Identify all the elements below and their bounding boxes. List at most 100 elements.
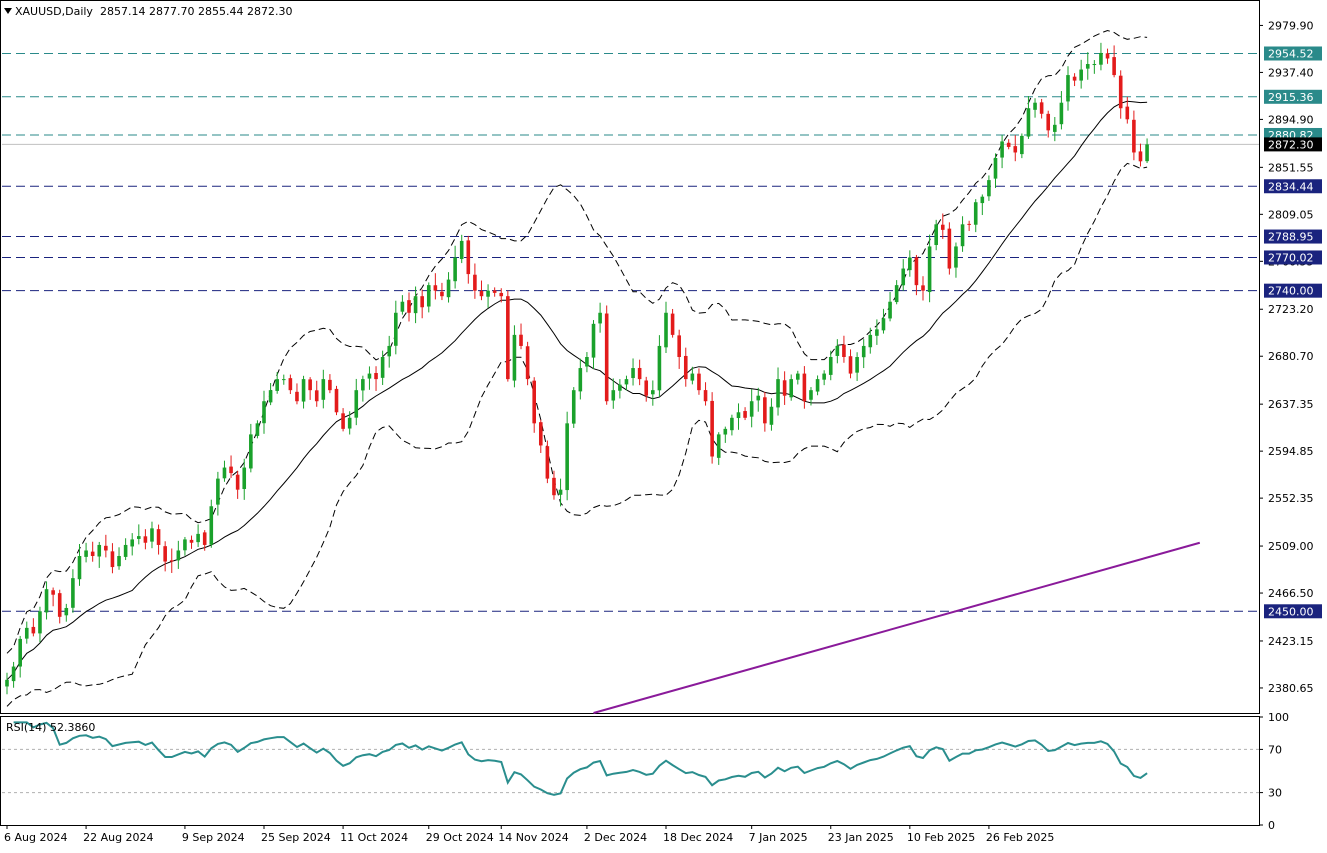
candle [947, 222, 952, 275]
candle-body [163, 546, 167, 562]
candle-body [670, 313, 675, 335]
candle-body [44, 589, 49, 613]
bollinger-lower-line [6, 162, 1148, 707]
candle [314, 380, 319, 407]
candle-body [598, 312, 602, 324]
candle [993, 153, 998, 189]
candle [163, 541, 167, 572]
candle-body [453, 257, 457, 282]
candle [44, 581, 49, 620]
candle [538, 419, 543, 454]
candle-body [1026, 108, 1031, 137]
candle [321, 369, 326, 409]
candle-body [921, 285, 925, 291]
rsi-axis-label: 0 [1268, 819, 1275, 832]
rsi-label: RSI(14) 52.3860 [6, 721, 96, 734]
candle-body [367, 373, 372, 379]
candle-body [624, 379, 629, 385]
candle [796, 370, 800, 385]
candle [137, 524, 141, 545]
candle-body [420, 296, 424, 308]
candle [1105, 48, 1110, 64]
symbol-label: XAUUSD,Daily [15, 5, 93, 18]
candle [571, 387, 576, 428]
candle-body [295, 391, 299, 402]
candle [875, 319, 879, 345]
candle [1033, 98, 1037, 118]
candle-body [558, 489, 563, 495]
candle [486, 284, 490, 308]
candle-body [314, 390, 319, 402]
candle-body [394, 312, 398, 346]
candle-body [618, 384, 622, 391]
candle-body [189, 539, 194, 543]
candle [697, 368, 701, 395]
candle [189, 535, 194, 549]
candle-body [973, 202, 978, 225]
candle-body [571, 390, 576, 424]
candle [1072, 73, 1077, 87]
candle-body [644, 380, 649, 396]
candle-body [809, 390, 813, 400]
candle [664, 301, 668, 353]
candle-body [110, 551, 115, 568]
candle [400, 295, 405, 315]
candle [38, 606, 42, 643]
candle-body [1000, 141, 1004, 158]
candle-body [268, 390, 273, 403]
candle [1118, 70, 1123, 119]
candle [1092, 60, 1097, 74]
candle [954, 242, 958, 278]
candle-body [354, 390, 359, 418]
candle-body [466, 240, 471, 275]
candle-body [723, 428, 728, 435]
candle [11, 661, 16, 688]
candle-body [1066, 75, 1070, 102]
price-axis-label: 2552.35 [1268, 492, 1314, 505]
candle [492, 287, 497, 297]
candle [77, 543, 82, 586]
candle-body [604, 313, 609, 402]
candle-body [301, 379, 306, 402]
candle [703, 382, 708, 406]
candle [690, 366, 695, 385]
dropdown-triangle-icon[interactable] [4, 8, 12, 14]
candle [730, 414, 734, 436]
candle-body [51, 590, 55, 595]
candle-body [1033, 102, 1037, 110]
candle-body [710, 400, 714, 457]
candle-body [690, 373, 695, 381]
candle-body [796, 373, 800, 380]
candle-body [1138, 151, 1143, 162]
candle [473, 263, 477, 299]
candle-body [216, 478, 220, 505]
price-axis-label: 2809.05 [1268, 208, 1314, 221]
candle-body [31, 626, 36, 634]
candle [763, 391, 767, 432]
candle-body [908, 257, 912, 271]
candle [347, 411, 352, 435]
price-axis-label: 2380.65 [1268, 682, 1314, 695]
close-value: 2872.30 [246, 5, 293, 18]
candle [591, 320, 596, 369]
candle-body [1112, 57, 1116, 76]
candle-body [954, 246, 958, 268]
candle [670, 308, 675, 338]
level-label-box [1264, 604, 1322, 619]
candle-body [980, 196, 985, 204]
candle [1125, 96, 1130, 124]
candle-body [1145, 144, 1149, 162]
candle [987, 175, 991, 201]
candle [222, 460, 227, 482]
current-price-label: 2872.30 [1268, 138, 1314, 151]
candle [828, 350, 833, 381]
candle [1013, 135, 1018, 162]
candle-body [993, 157, 998, 179]
candle [328, 374, 332, 394]
candle [1020, 133, 1024, 159]
candle [420, 289, 424, 319]
candle-body [565, 423, 569, 491]
candle [802, 366, 807, 409]
candle-body [532, 380, 536, 424]
candle [459, 234, 464, 264]
